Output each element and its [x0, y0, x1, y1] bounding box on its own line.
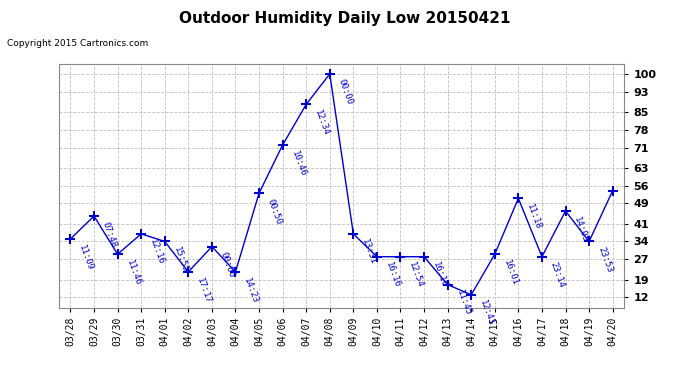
Text: 11:18: 11:18 [525, 202, 543, 231]
Text: 23:14: 23:14 [549, 261, 566, 289]
Text: 15:55: 15:55 [172, 246, 189, 274]
Text: Humidity  (%): Humidity (%) [560, 30, 648, 40]
Text: 12:16: 12:16 [148, 238, 166, 266]
Text: 00:50: 00:50 [266, 197, 284, 226]
Text: 00:00: 00:00 [219, 251, 237, 279]
Text: 00:00: 00:00 [337, 78, 355, 106]
Text: 14:23: 14:23 [242, 276, 260, 304]
Text: 11:46: 11:46 [124, 258, 142, 286]
Text: 12:54: 12:54 [407, 261, 425, 289]
Text: 16:16: 16:16 [384, 261, 402, 289]
Text: 13:31: 13:31 [360, 238, 378, 266]
Text: 17:17: 17:17 [195, 276, 213, 304]
Text: 10:46: 10:46 [290, 149, 307, 177]
Text: 23:53: 23:53 [596, 246, 613, 274]
Text: Outdoor Humidity Daily Low 20150421: Outdoor Humidity Daily Low 20150421 [179, 11, 511, 26]
Text: 16:16: 16:16 [431, 261, 448, 289]
Text: 16:01: 16:01 [502, 258, 520, 286]
Text: 11:09: 11:09 [77, 243, 95, 272]
Text: 12:41: 12:41 [478, 299, 496, 327]
Text: 12:34: 12:34 [313, 108, 331, 137]
Text: 07:48: 07:48 [101, 220, 119, 249]
Text: 14:05: 14:05 [573, 215, 590, 243]
Text: 11:45: 11:45 [455, 289, 472, 317]
Text: Copyright 2015 Cartronics.com: Copyright 2015 Cartronics.com [7, 39, 148, 48]
